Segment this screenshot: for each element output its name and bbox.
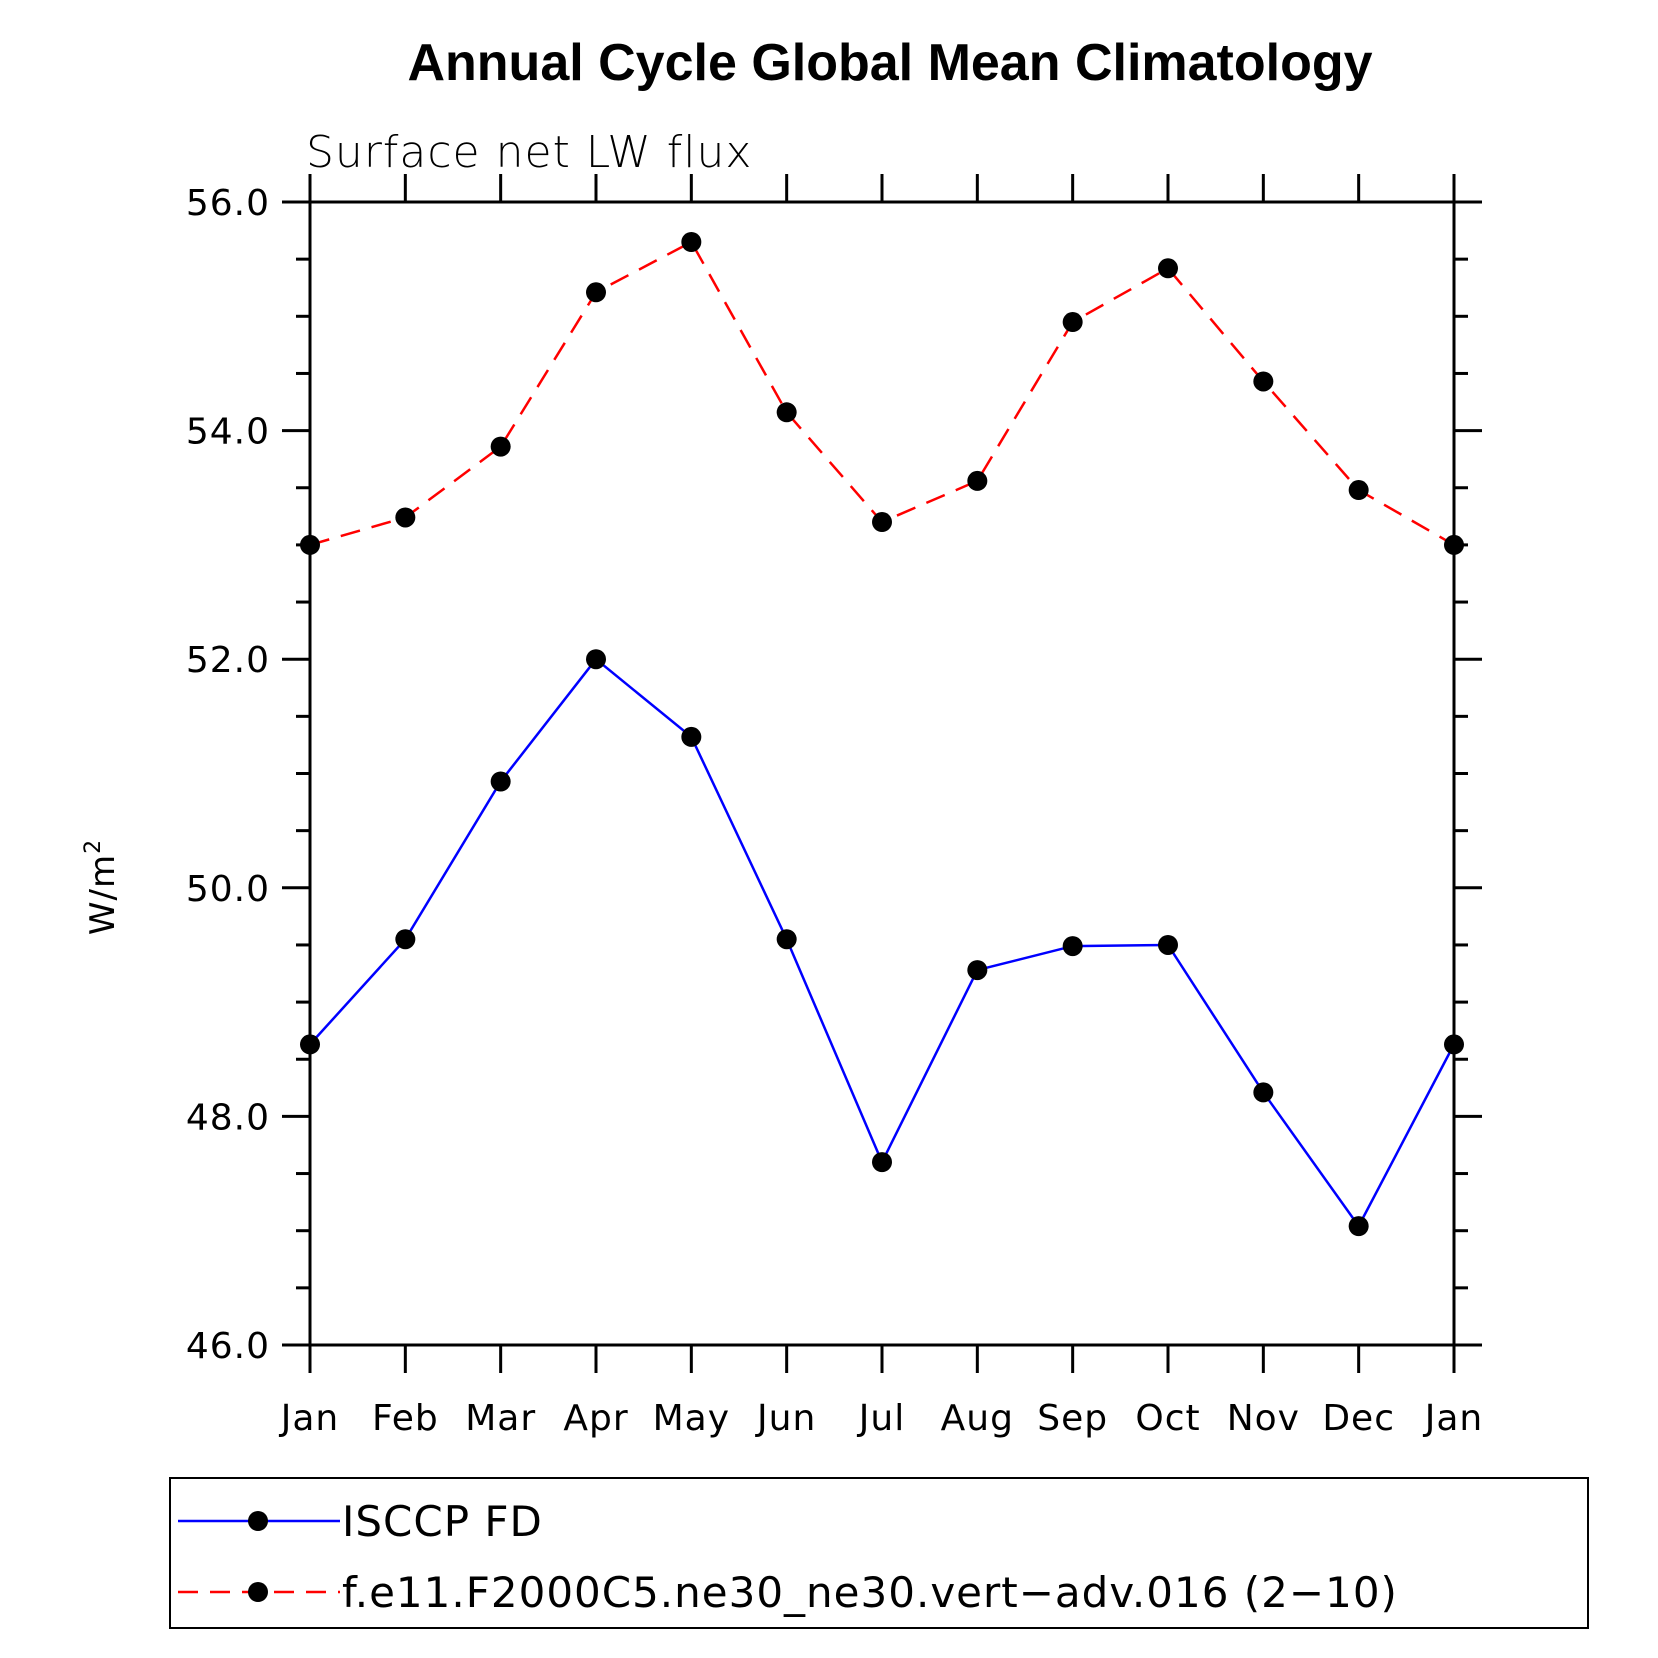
data-point bbox=[872, 1152, 892, 1173]
y-tick-label: 56.0 bbox=[186, 183, 270, 224]
data-point bbox=[1062, 936, 1083, 957]
series-line-0 bbox=[309, 657, 1456, 1229]
y-axis-label-base: W/m bbox=[83, 854, 123, 935]
x-tick-label: Jun bbox=[755, 1398, 816, 1439]
x-tick-label: Dec bbox=[1322, 1398, 1395, 1439]
x-tick-label: Nov bbox=[1227, 1398, 1300, 1439]
x-tick-label: Apr bbox=[563, 1398, 628, 1439]
data-point bbox=[300, 1034, 320, 1055]
data-point bbox=[490, 771, 511, 792]
legend: ISCCP FD f.e11.F2000C5.ne30_ne30.vert−ad… bbox=[169, 1477, 1589, 1629]
data-point bbox=[1158, 258, 1178, 279]
data-point bbox=[490, 436, 511, 457]
data-point bbox=[1444, 1034, 1464, 1055]
legend-marker-model-run bbox=[248, 1582, 268, 1602]
data-point bbox=[586, 282, 606, 303]
data-point bbox=[776, 929, 797, 950]
y-axis-label: W/m2 bbox=[81, 839, 123, 935]
y-tick-label: 52.0 bbox=[186, 640, 270, 681]
legend-label-isccp-fd: ISCCP FD bbox=[342, 1497, 543, 1546]
y-tick-label: 50.0 bbox=[186, 869, 270, 910]
data-point bbox=[967, 470, 988, 491]
data-point bbox=[1062, 312, 1083, 333]
data-point bbox=[1253, 1082, 1274, 1103]
y-tick-label: 48.0 bbox=[186, 1097, 270, 1138]
x-tick-label: Jan bbox=[1423, 1398, 1484, 1439]
data-point bbox=[1158, 934, 1178, 955]
y-tick-label: 54.0 bbox=[186, 412, 270, 453]
legend-box bbox=[169, 1477, 1589, 1629]
data-point bbox=[300, 534, 320, 555]
svg-text:W/m2: W/m2 bbox=[81, 839, 123, 935]
x-tick-label: Aug bbox=[941, 1398, 1014, 1439]
data-point bbox=[395, 929, 416, 950]
y-axis-label-superscript: 2 bbox=[81, 839, 106, 854]
data-point bbox=[1348, 1216, 1369, 1237]
x-tick-label: May bbox=[653, 1398, 730, 1439]
data-point bbox=[586, 649, 606, 670]
data-point bbox=[395, 507, 416, 528]
axis-ticks: Jan Feb Mar Apr May Jun Jul Aug Sep Oct Nov Dec Jan4… bbox=[186, 174, 1484, 1439]
x-tick-label: Feb bbox=[372, 1398, 439, 1439]
data-point bbox=[1348, 480, 1369, 501]
chart-subtitle: Surface net LW flux bbox=[306, 127, 752, 178]
chart-title: Annual Cycle Global Mean Climatology bbox=[407, 34, 1372, 92]
x-tick-label: Jan bbox=[279, 1398, 340, 1439]
series-line-1 bbox=[309, 240, 1455, 547]
series-layer bbox=[300, 232, 1464, 1237]
data-point bbox=[967, 960, 988, 981]
legend-marker-isccp-fd bbox=[248, 1511, 268, 1531]
x-tick-label: Mar bbox=[465, 1398, 536, 1439]
y-tick-label: 46.0 bbox=[186, 1326, 270, 1367]
x-tick-label: Oct bbox=[1135, 1398, 1200, 1439]
x-tick-label: Sep bbox=[1037, 1398, 1108, 1439]
data-point bbox=[776, 402, 797, 423]
legend-label-model-run: f.e11.F2000C5.ne30_ne30.vert−adv.016 (2−… bbox=[342, 1568, 1398, 1617]
data-point bbox=[872, 512, 892, 533]
data-point bbox=[681, 232, 702, 253]
data-point bbox=[1253, 371, 1274, 392]
data-point bbox=[681, 726, 702, 747]
data-point bbox=[1444, 534, 1464, 555]
plot-frame bbox=[308, 200, 1456, 1347]
x-tick-label: Jul bbox=[857, 1398, 905, 1439]
